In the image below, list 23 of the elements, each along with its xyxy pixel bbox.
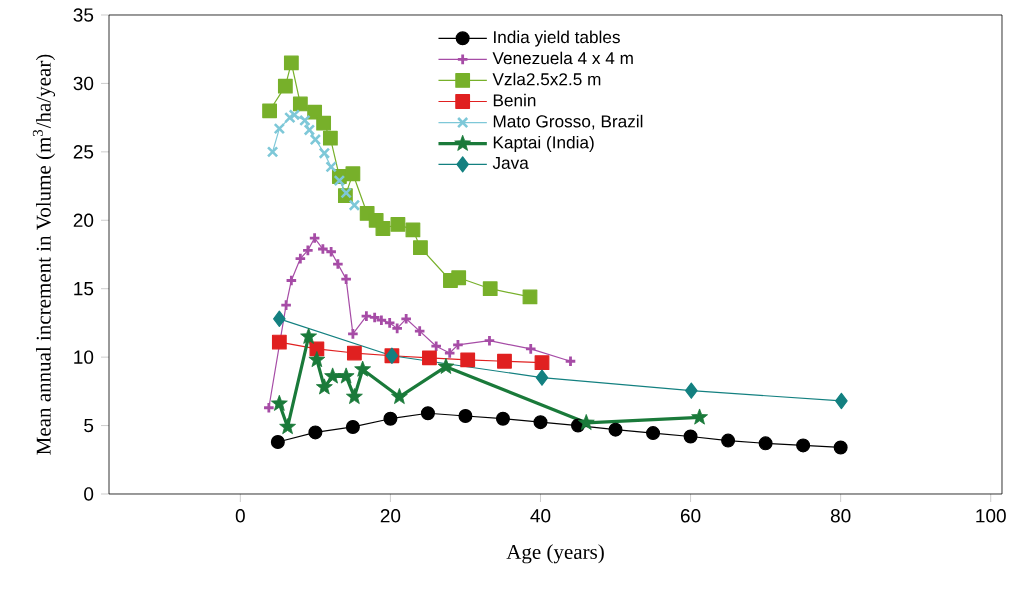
y-tick-label: 25 [73,145,94,159]
y-tick-label: 20 [73,213,94,228]
x-tick-label: 80 [830,509,851,523]
legend-label: Mato Grosso, Brazil [493,114,643,130]
x-axis-title: Age (years) [506,544,604,564]
y-axis-title: Mean annual increment in Volume (m$^{3}$/ha/year) [32,54,56,455]
y-tick-label: 0 [84,487,94,501]
legend-label: Venezuela 4 x 4 m [492,51,633,65]
y-tick-label: 15 [74,282,94,296]
legend-label: Vzla2.5x2.5 m [492,72,601,86]
legend-label: India yield tables [494,30,620,47]
x-tick-label: 0 [235,509,245,523]
legend-label: Benin [493,93,536,107]
x-tick-label: 40 [530,509,551,523]
y-tick-label: 30 [73,76,94,91]
y-tick-label: 10 [74,350,94,364]
legend-label: Java [492,156,529,169]
y-tick-label: 35 [73,8,94,22]
x-tick-label: 60 [680,509,701,523]
y-tick-label: 5 [84,418,94,433]
x-tick-label: 100 [976,509,1006,523]
x-tick-label: 20 [380,509,401,523]
legend-label: Kaptai (India) [493,135,594,152]
